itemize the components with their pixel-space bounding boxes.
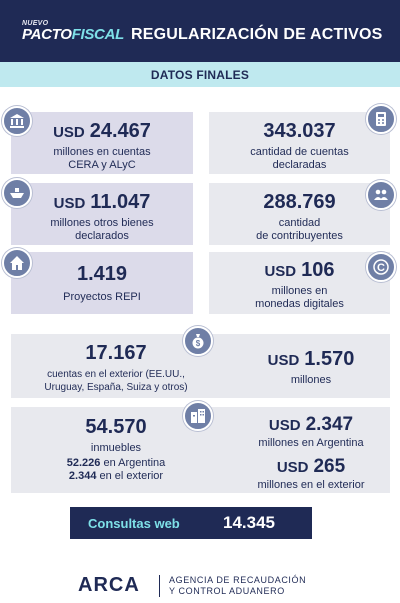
people-icon <box>366 180 396 210</box>
foreign-accounts-left: 17.167 cuentas en el exterior (EE.UU., U… <box>11 334 221 398</box>
real-estate-right: USD 2.347 millones en Argentina USD 265 mi… <box>231 407 391 493</box>
taxpayers-value: 288.769 <box>263 191 336 213</box>
cera-currency: USD <box>53 124 85 141</box>
digital-currency: USD <box>264 263 297 280</box>
section-title: DATOS FINALES <box>150 68 250 82</box>
other-assets-line1: millones otros bienes <box>50 217 154 229</box>
cera-amount: USD 24.467 <box>11 120 193 143</box>
section-band: DATOS FINALES <box>0 62 400 87</box>
page-title: REGULARIZACIÓN DE ACTIVOS <box>131 26 383 43</box>
card-cera: USD 24.467 millones en cuentas CERA y ALy… <box>11 112 193 174</box>
foreign-amount-right: USD 1.570 millones <box>231 334 391 398</box>
header-bar: NUEVO PACTOFISCAL REGULARIZACIÓN DE ACTI… <box>0 0 400 62</box>
digital-value: 106 <box>301 259 335 281</box>
real-estate-ar-amount-line: millones en Argentina <box>258 437 364 449</box>
digital-line2: monedas digitales <box>255 298 344 310</box>
real-estate-ar-value: 52.226 <box>66 457 101 469</box>
web-queries-bar: Consultas web 14.345 <box>70 507 312 539</box>
foreign-amount: USD 1.570 <box>231 348 391 371</box>
real-estate-ar-amount-value: 2.347 <box>305 414 354 435</box>
foreign-amount-value: 1.570 <box>304 348 355 370</box>
cera-line1: millones en cuentas <box>53 146 151 158</box>
agency-name: AGENCIA DE RECAUDACIÓN Y CONTROL ADUANER… <box>169 575 306 597</box>
foreign-accounts-line2: Uruguay, España, Suiza y otros) <box>44 382 188 393</box>
real-estate-ar-currency: USD <box>268 417 301 434</box>
real-estate-left: 54.570 inmuebles 52.226 en Argentina 2.3… <box>11 407 221 493</box>
foreign-amount-line1: millones <box>290 374 332 386</box>
taxpayers-line1: cantidad <box>278 217 321 229</box>
money-bag-icon: $ <box>183 326 213 356</box>
foreign-accounts-value: 17.167 <box>85 342 147 364</box>
repi-line1: Proyectos REPI <box>63 291 141 303</box>
logo-main-a: PACTO <box>22 26 72 43</box>
card-accounts: 343.037 cantidad de cuentas declaradas <box>209 112 390 174</box>
real-estate-line1: inmuebles <box>90 442 142 454</box>
other-assets-currency: USD <box>53 195 86 212</box>
real-estate-ext-amount: USD 265 <box>231 456 391 478</box>
card-taxpayers: 288.769 cantidad de contribuyentes <box>209 183 390 245</box>
house-icon <box>2 248 32 278</box>
card-digital: USD 106 millones en monedas digitales <box>209 252 390 314</box>
other-assets-value: 11.047 <box>90 191 151 213</box>
card-other-assets: USD 11.047 millones otros bienes declarad… <box>11 183 193 245</box>
logo-main-text: PACTOFISCAL <box>22 26 124 43</box>
cera-value: 24.467 <box>89 120 151 142</box>
foreign-accounts-line1: cuentas en el exterior (EE.UU., <box>47 369 185 380</box>
arca-logo: ARCA <box>78 574 140 596</box>
real-estate-ext-label: en el exterior <box>99 470 164 482</box>
digital-amount: USD 106 <box>209 259 390 282</box>
real-estate-ext-amount-value: 265 <box>313 456 346 477</box>
accounts-line2: declaradas <box>272 159 327 171</box>
other-assets-line2: declarados <box>75 230 129 242</box>
web-queries-value: 14.345 <box>223 513 275 532</box>
digital-line1: millones en <box>271 285 328 297</box>
repi-value: 1.419 <box>76 263 128 285</box>
real-estate-ar-label: en Argentina <box>103 457 166 469</box>
web-queries-label: Consultas web <box>88 516 180 531</box>
ship-icon <box>2 178 32 208</box>
real-estate-value: 54.570 <box>85 416 147 438</box>
real-estate-ar-amount: USD 2.347 <box>231 414 391 436</box>
real-estate-ar: 52.226 en Argentina <box>11 457 221 470</box>
card-repi: 1.419 Proyectos REPI <box>11 252 193 314</box>
real-estate-ext-amount-line: millones en el exterior <box>257 479 365 491</box>
svg-text:C: C <box>377 262 385 274</box>
logo-main-b: FISCAL <box>71 26 125 43</box>
coin-icon: C <box>366 252 396 282</box>
svg-text:$: $ <box>196 339 201 348</box>
agency-line2: Y CONTROL ADUANERO <box>169 586 285 596</box>
logo-small-text: NUEVO <box>22 20 49 27</box>
accounts-value: 343.037 <box>263 120 336 142</box>
agency-line1: AGENCIA DE RECAUDACIÓN <box>169 575 307 585</box>
taxpayers-line2: de contribuyentes <box>256 230 343 242</box>
buildings-icon <box>183 401 213 431</box>
cera-line2: CERA y ALyC <box>68 159 136 171</box>
real-estate-ext: 2.344 en el exterior <box>11 470 221 483</box>
footer-divider <box>159 575 160 597</box>
pacto-fiscal-logo: NUEVO PACTOFISCAL <box>22 20 124 43</box>
real-estate-ext-value: 2.344 <box>68 470 97 482</box>
other-assets-amount: USD 11.047 <box>11 191 193 214</box>
bank-icon <box>2 106 32 136</box>
accounts-line1: cantidad de cuentas <box>250 146 349 158</box>
calculator-icon <box>366 104 396 134</box>
real-estate-ext-currency: USD <box>276 459 309 476</box>
foreign-amount-currency: USD <box>267 352 300 369</box>
